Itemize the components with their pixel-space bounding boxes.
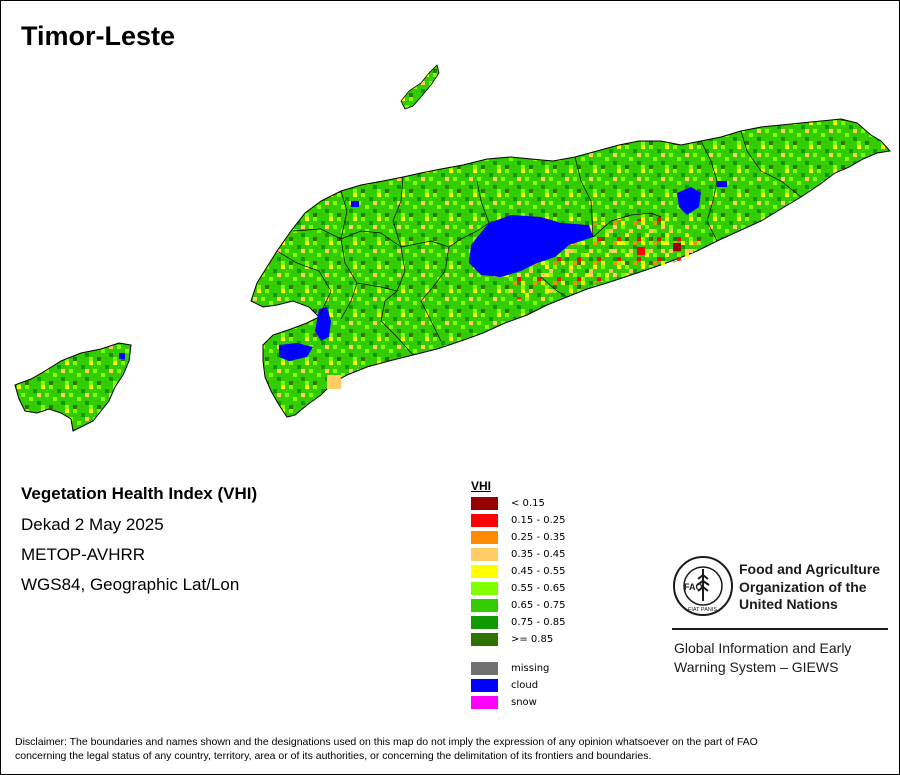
- legend-label: 0.55 - 0.65: [511, 583, 566, 594]
- oecusse-enclave: [14, 342, 132, 432]
- legend-swatch: [471, 633, 498, 646]
- legend-swatch: [471, 548, 498, 561]
- legend-swatch: [471, 531, 498, 544]
- fao-seal-letters: FAO: [684, 582, 703, 592]
- legend-label: 0.65 - 0.75: [511, 600, 566, 611]
- fao-name-line: Food and Agriculture: [739, 561, 881, 577]
- low-vhi-patch: [637, 247, 645, 255]
- fao-name-line: Organization of the: [739, 578, 867, 595]
- giews-line: Warning System – GIEWS: [674, 658, 839, 675]
- map-title: Timor-Leste: [21, 21, 176, 51]
- atauro-island: [400, 64, 440, 110]
- legend-swatch: [471, 582, 498, 595]
- legend-swatch: [471, 599, 498, 612]
- fao-motto: FIAT PANIS: [688, 607, 717, 613]
- legend-label: < 0.15: [511, 498, 545, 509]
- legend-label: 0.35 - 0.45: [511, 549, 566, 560]
- legend-item: 0.35 - 0.45: [471, 548, 566, 561]
- fao-name-line: United Nations: [739, 596, 838, 612]
- vhi-map: [14, 64, 891, 432]
- legend-swatch: [471, 565, 498, 578]
- legend-swatch: [471, 696, 498, 709]
- cloud-patch: [315, 307, 331, 341]
- cloud-patch: [119, 353, 125, 359]
- legend-item: 0.15 - 0.25: [471, 514, 566, 527]
- disclaimer-line: Disclaimer: The boundaries and names sho…: [15, 736, 758, 748]
- low-vhi-patch: [327, 375, 341, 389]
- period-label: Dekad 2 May 2025: [21, 515, 164, 534]
- legend-swatch: [471, 514, 498, 527]
- legend-label: 0.75 - 0.85: [511, 617, 566, 628]
- legend-swatch: [471, 497, 498, 510]
- legend-label: 0.25 - 0.35: [511, 532, 566, 543]
- cloud-patch: [677, 187, 701, 215]
- legend-label: snow: [511, 697, 537, 708]
- disclaimer: Disclaimer: The boundaries and names sho…: [15, 735, 885, 763]
- cloud-patch: [351, 201, 359, 207]
- legend-item-snow: snow: [471, 696, 537, 709]
- legend-label: cloud: [511, 680, 539, 691]
- legend-item: 0.75 - 0.85: [471, 616, 566, 629]
- legend-title: VHI: [471, 479, 492, 493]
- legend-item-cloud: cloud: [471, 679, 538, 692]
- giews-line: Global Information and Early: [674, 640, 852, 656]
- sensor-label: METOP-AVHRR: [21, 545, 146, 564]
- admin-boundaries: [276, 130, 802, 356]
- legend-label: >= 0.85: [511, 634, 554, 645]
- legend-item: < 0.15: [471, 497, 545, 510]
- cloud-patch: [469, 215, 593, 277]
- projection-label: WGS84, Geographic Lat/Lon: [21, 575, 240, 594]
- fao-logo-icon: FAO FIAT PANIS: [673, 556, 733, 616]
- disclaimer-line: concerning the legal status of any count…: [15, 750, 652, 762]
- legend-item: 0.65 - 0.75: [471, 599, 566, 612]
- cloud-patch: [279, 343, 313, 361]
- legend-label: 0.15 - 0.25: [511, 515, 566, 526]
- cloud-patch: [717, 181, 727, 187]
- legend-item: 0.55 - 0.65: [471, 582, 566, 595]
- legend-item: 0.45 - 0.55: [471, 565, 566, 578]
- legend-swatch: [471, 662, 498, 675]
- low-vhi-patch: [673, 243, 681, 251]
- legend-item-missing: missing: [471, 662, 549, 675]
- giews-label: Global Information and Early Warning Sys…: [674, 639, 851, 676]
- legend-swatch: [471, 679, 498, 692]
- legend-swatch: [471, 616, 498, 629]
- legend-item: >= 0.85: [471, 633, 553, 646]
- product-name: Vegetation Health Index (VHI): [21, 484, 258, 503]
- legend-label: 0.45 - 0.55: [511, 566, 566, 577]
- fao-organization-name: Food and Agriculture Organization of the…: [739, 561, 880, 614]
- logo-divider: [672, 628, 888, 630]
- legend-label: missing: [511, 663, 550, 674]
- legend-item: 0.25 - 0.35: [471, 531, 566, 544]
